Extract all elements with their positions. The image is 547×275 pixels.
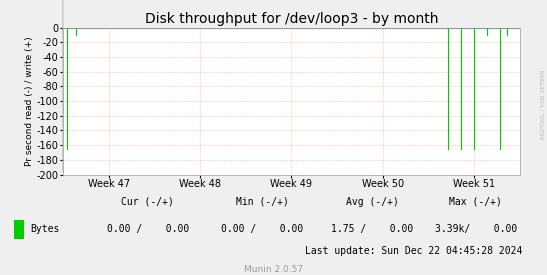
Text: Min (-/+): Min (-/+) — [236, 197, 289, 207]
Text: Last update: Sun Dec 22 04:45:28 2024: Last update: Sun Dec 22 04:45:28 2024 — [305, 246, 522, 256]
Text: RRDTOOL / TOBI OETIKER: RRDTOOL / TOBI OETIKER — [541, 70, 546, 139]
Text: Max (-/+): Max (-/+) — [450, 197, 502, 207]
Text: 1.75 /    0.00: 1.75 / 0.00 — [331, 224, 413, 234]
Text: Avg (-/+): Avg (-/+) — [346, 197, 398, 207]
Text: 3.39k/    0.00: 3.39k/ 0.00 — [435, 224, 517, 234]
Text: 0.00 /    0.00: 0.00 / 0.00 — [107, 224, 189, 234]
Text: Cur (-/+): Cur (-/+) — [121, 197, 174, 207]
Title: Disk throughput for /dev/loop3 - by month: Disk throughput for /dev/loop3 - by mont… — [144, 12, 438, 26]
Text: Munin 2.0.57: Munin 2.0.57 — [244, 265, 303, 274]
Text: Bytes: Bytes — [30, 224, 60, 234]
Text: 0.00 /    0.00: 0.00 / 0.00 — [222, 224, 304, 234]
Y-axis label: Pr second read (-) / write (+): Pr second read (-) / write (+) — [25, 36, 34, 166]
